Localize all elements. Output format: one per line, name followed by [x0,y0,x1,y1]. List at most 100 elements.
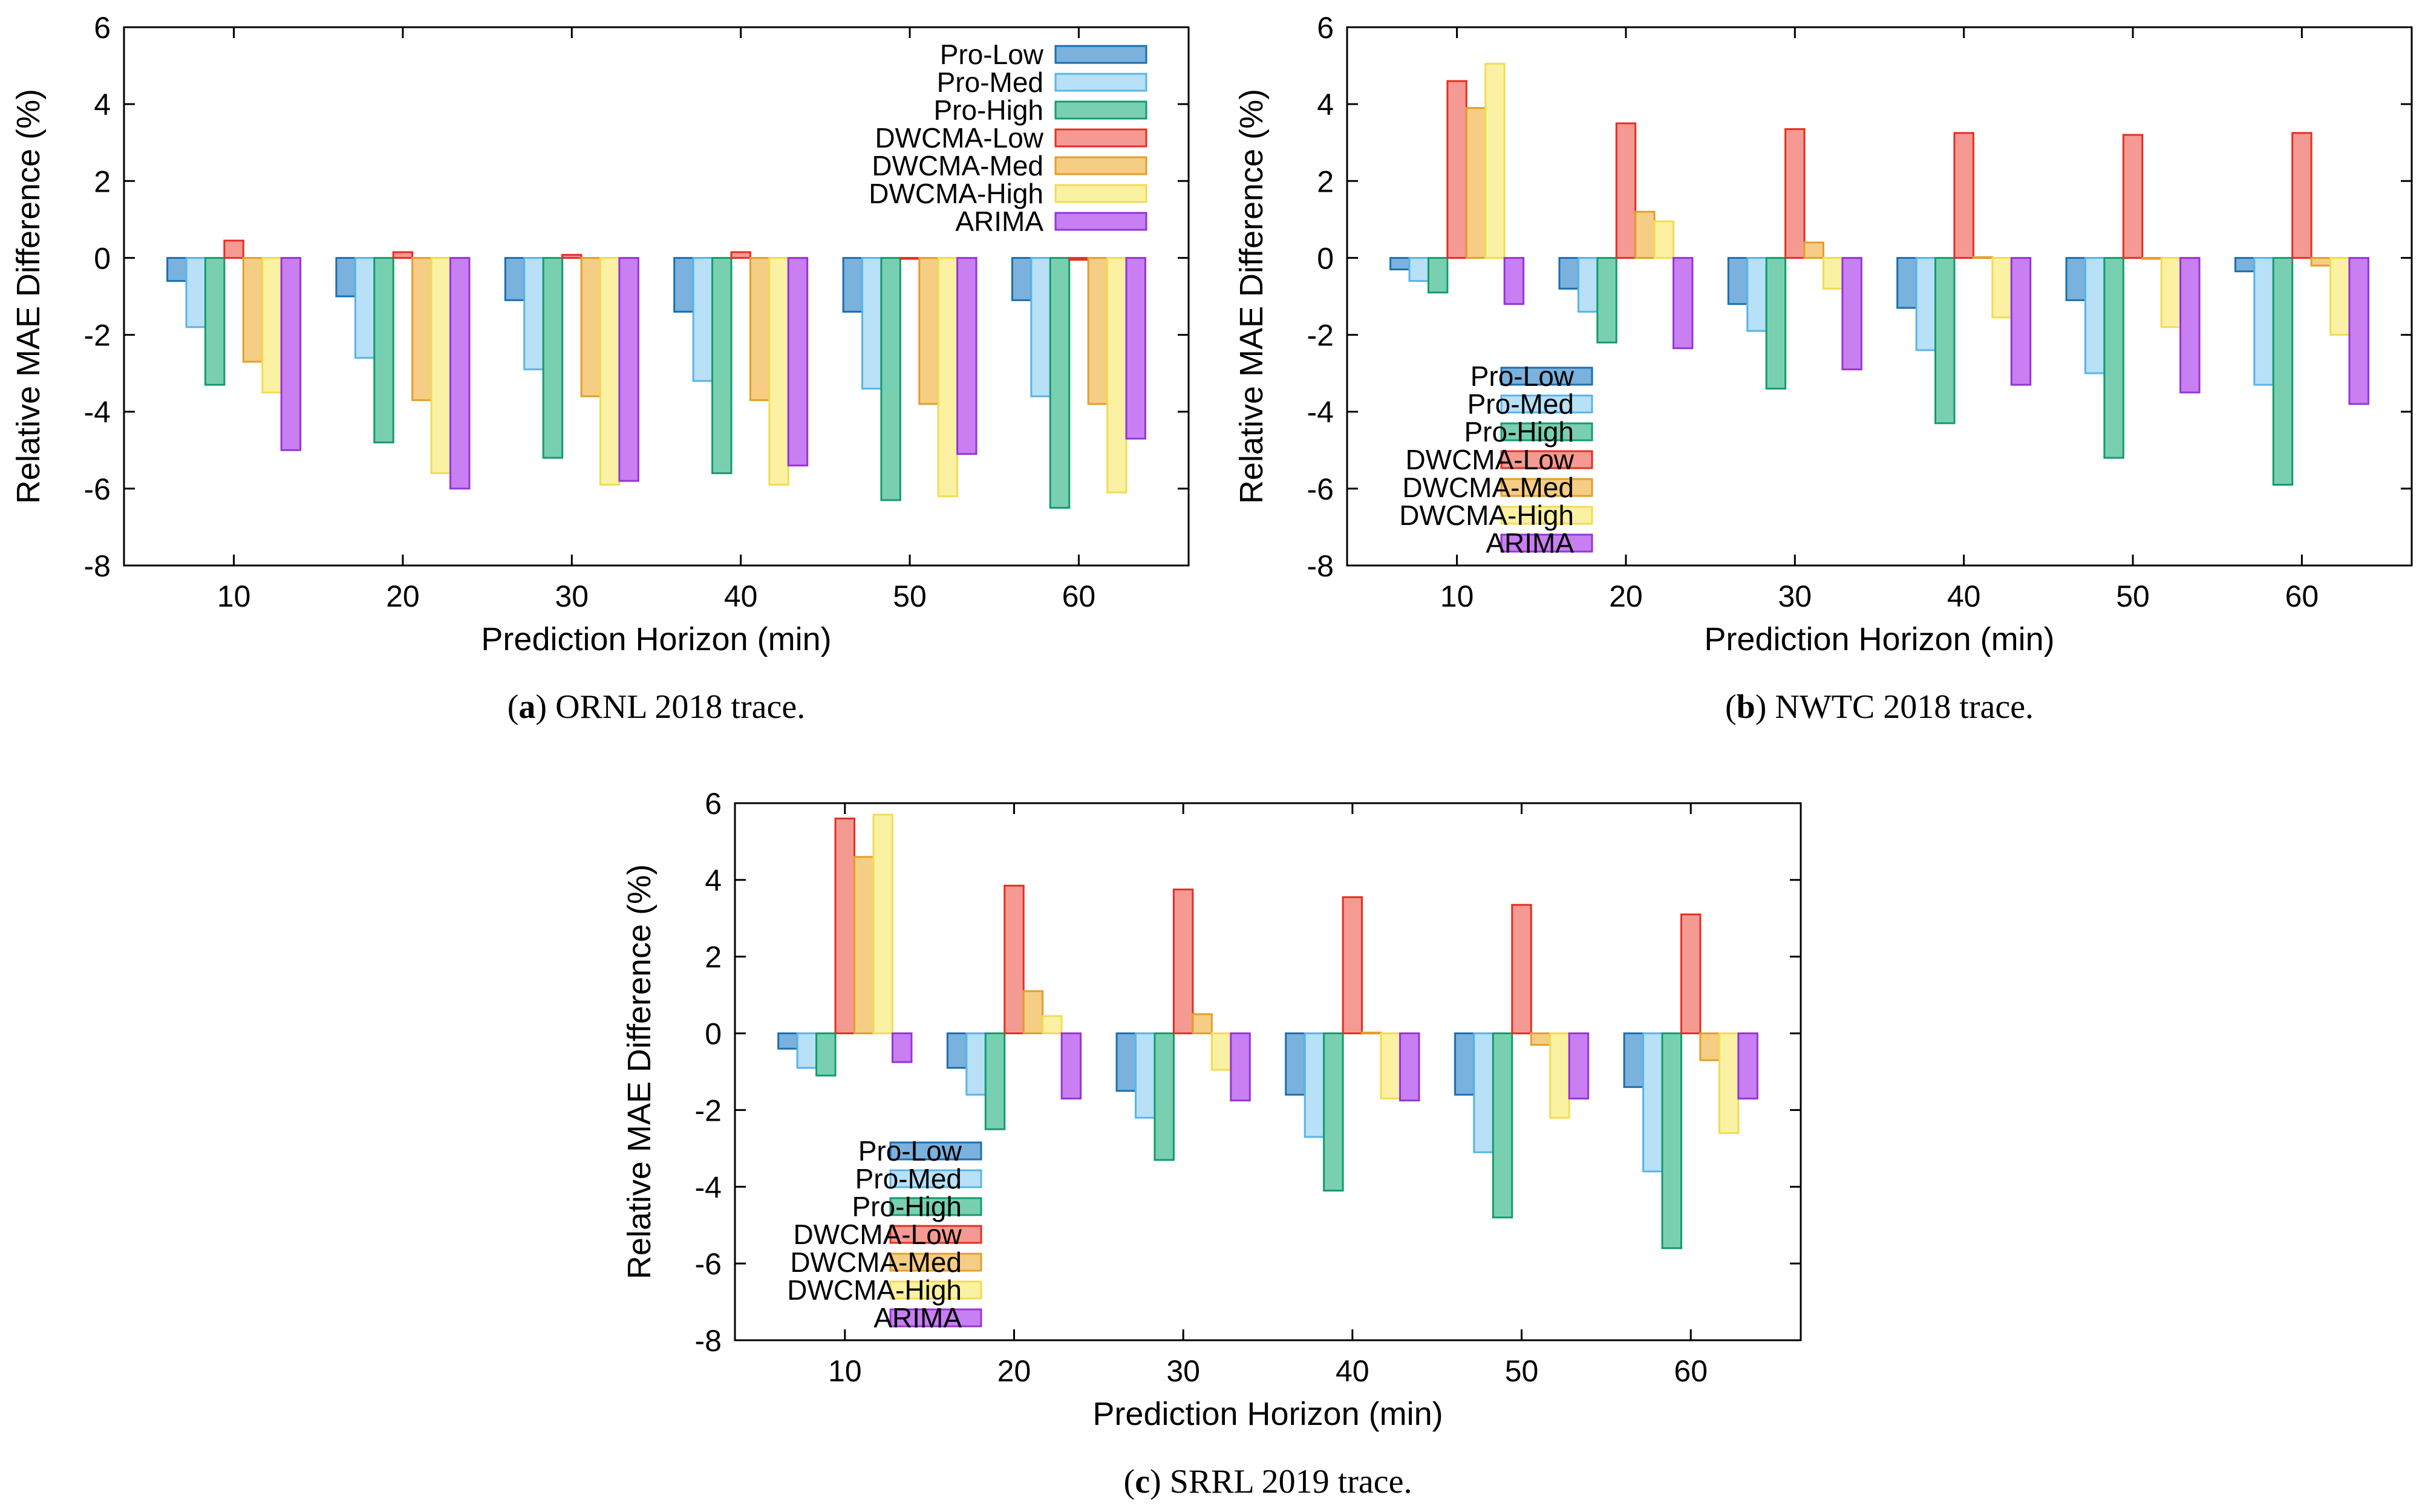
chart-c-legend-swatch-pro-high [889,1197,982,1216]
chart-a-bar-pro-med-50 [861,256,883,390]
chart-a-legend-swatch-pro-low [1054,45,1147,64]
chart-b-bar-dwcma-high-40 [1991,256,2012,319]
chart-c-legend: Pro-LowPro-MedPro-HighDWCMA-LowDWCMA-Med… [787,1135,982,1334]
chart-b-xtick-label: 30 [1778,579,1812,613]
chart-c-ytick-label: 0 [705,1017,722,1051]
chart-b-bar-pro-low-60 [2234,256,2256,273]
chart-a-legend-label-dwcma-low: DWCMA-Low [875,122,1043,154]
chart-b-legend-label-pro-high: Pro-High [1464,416,1574,448]
chart-c-legend-label-dwcma-med: DWCMA-Med [790,1246,962,1278]
chart-b-bar-dwcma-high-60 [2329,256,2351,336]
chart-a-ytick-label: -6 [84,472,111,506]
chart-a-xtick-label: 50 [893,579,927,613]
chart-b-bar-dwcma-low-40 [1953,132,1974,259]
chart-c-x-axis-label: Prediction Horizon (min) [1092,1396,1443,1432]
chart-b-bar-dwcma-low-20 [1615,122,1637,259]
chart-b-bar-arima-60 [2348,256,2369,405]
chart-a-bar-dwcma-med-30 [580,256,601,397]
chart-c-bar-pro-low-10 [777,1032,798,1050]
chart-a-bar-dwcma-high-60 [1106,256,1128,494]
chart-c-y-axis-label: Relative MAE Difference (%) [621,864,658,1279]
chart-c-bar-arima-50 [1568,1032,1590,1100]
chart-a-bar-pro-med-30 [523,256,544,371]
chart-a-bar-pro-med-60 [1030,256,1051,397]
chart-a-ytick-label: 6 [94,11,111,45]
chart-c-bar-pro-low-50 [1454,1032,1475,1096]
chart-b-bar-pro-med-10 [1408,256,1429,282]
chart-a-bar-dwcma-high-10 [261,256,282,394]
chart-a-legend: Pro-LowPro-MedPro-HighDWCMA-LowDWCMA-Med… [869,39,1147,237]
chart-b-xtick-label: 60 [2285,579,2319,613]
chart-b-bar-pro-high-20 [1596,256,1617,344]
chart-b-bar-dwcma-med-30 [1803,241,1824,259]
chart-b-ytick-label: -6 [1307,472,1334,506]
chart-a-legend-label-pro-high: Pro-High [933,94,1043,126]
chart-c-bar-dwcma-med-30 [1192,1013,1213,1035]
chart-a-bar-arima-10 [280,256,302,451]
chart-c-xtick-label: 10 [828,1354,862,1388]
chart-a-bar-dwcma-low-50 [899,256,921,260]
chart-a-legend-label-dwcma-high: DWCMA-High [869,178,1043,209]
chart-a-bar-dwcma-high-50 [937,256,959,498]
chart-b-ytick-label: -4 [1307,396,1334,429]
chart-b-bar-dwcma-high-10 [1484,62,1506,259]
chart-c-bar-pro-low-60 [1623,1032,1645,1088]
chart-a-bar-pro-high-60 [1049,256,1071,509]
chart-b-legend-swatch-pro-med [1500,394,1593,414]
chart-b-legend-swatch-dwcma-high [1500,506,1593,525]
chart-c-bar-pro-high-40 [1323,1032,1344,1192]
chart-a-xtick-label: 10 [217,579,251,613]
chart-a-legend-swatch-pro-high [1054,100,1147,120]
chart-a-ytick-label: -2 [84,319,111,353]
chart-c-bar-pro-high-10 [815,1032,837,1077]
chart-c-bar-pro-med-20 [965,1032,987,1096]
chart-b-bar-dwcma-med-60 [2310,256,2332,267]
chart-b-bar-pro-med-40 [1915,256,1937,351]
chart-a-legend-swatch-dwcma-high [1054,184,1147,203]
chart-b-bar-pro-low-10 [1389,256,1411,270]
chart-b-xtick-label: 50 [2116,579,2150,613]
chart-b-bar-dwcma-low-60 [2291,132,2312,259]
chart-b-bar-dwcma-med-50 [2141,256,2162,260]
chart-c-ytick-label: 6 [705,787,722,821]
chart-b-legend-swatch-pro-low [1500,367,1593,386]
chart-b-legend-swatch-arima [1500,533,1593,553]
chart-b-xtick-label: 20 [1609,579,1643,613]
chart-a-ytick-label: 0 [94,241,111,275]
chart-b-x-axis-label: Prediction Horizon (min) [1704,621,2054,657]
chart-a-legend-swatch-pro-med [1054,73,1147,92]
chart-a-legend-swatch-dwcma-med [1054,156,1147,175]
chart-a-bar-pro-low-40 [673,256,694,313]
chart-c-bar-dwcma-med-50 [1530,1032,1552,1046]
chart-b-ytick-label: 4 [1317,88,1334,122]
chart-c-xtick-label: 30 [1166,1354,1200,1388]
chart-c-bar-pro-high-60 [1661,1032,1682,1250]
chart-b-bar-arima-40 [2010,256,2032,386]
chart-c-bar-pro-med-30 [1134,1032,1156,1119]
chart-a-legend-label-dwcma-med: DWCMA-Med [872,150,1043,181]
chart-a-bar-pro-high-10 [204,256,226,386]
chart-a-bar-dwcma-high-30 [599,256,621,486]
chart-b-ytick-label: -2 [1307,319,1334,353]
chart-b-ytick-label: 2 [1317,165,1334,198]
chart-a-bar-pro-low-30 [504,256,526,301]
chart-c-xtick-label: 20 [997,1354,1031,1388]
chart-b-bar-arima-30 [1841,256,1862,371]
chart-c-legend-label-dwcma-high: DWCMA-High [787,1274,962,1306]
chart-c-bar-dwcma-low-30 [1172,888,1194,1035]
chart-c-bar-dwcma-med-40 [1361,1031,1382,1035]
chart-c-bar-arima-60 [1737,1032,1758,1100]
chart-b-legend: Pro-LowPro-MedPro-HighDWCMA-LowDWCMA-Med… [1399,360,1593,559]
chart-a-bar-dwcma-med-50 [918,256,939,405]
chart-b-legend-label-dwcma-high: DWCMA-High [1399,500,1574,531]
chart-b-xtick-label: 40 [1947,579,1981,613]
chart-c-legend-label-arima: ARIMA [873,1302,962,1334]
chart-b-ytick-label: 6 [1317,11,1334,45]
chart-a-ytick-label: 4 [94,88,111,122]
chart-a-bar-arima-20 [449,256,471,490]
chart-a-bar-pro-low-10 [166,256,188,282]
chart-a-bar-arima-60 [1125,256,1146,440]
